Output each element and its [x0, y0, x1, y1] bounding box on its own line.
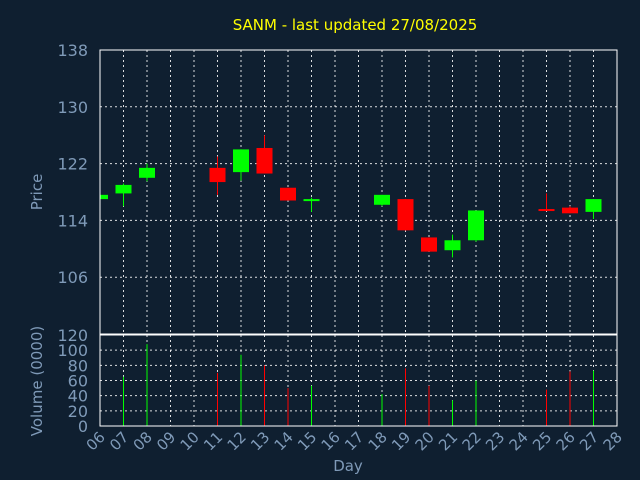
x-tick-label: 09	[153, 428, 179, 454]
x-tick-label: 17	[341, 428, 367, 454]
candle-body	[585, 199, 602, 212]
price-tick-label: 114	[57, 211, 88, 230]
volume-tick-label: 0	[78, 417, 88, 436]
price-tick-label: 138	[57, 41, 88, 60]
x-tick-label: 24	[506, 428, 532, 454]
candle-body	[233, 149, 249, 173]
volume-axis-label: Volume (0000)	[28, 326, 46, 436]
candle-body	[421, 237, 437, 252]
x-axis-label: Day	[333, 457, 363, 475]
x-axis: 0607080910111213141516171819202122232425…	[83, 428, 626, 454]
candle-body	[115, 184, 132, 194]
x-tick-label: 26	[553, 428, 579, 454]
price-tick-label: 130	[57, 98, 88, 117]
chart-title: SANM - last updated 27/08/2025	[233, 16, 478, 34]
x-tick-label: 10	[177, 428, 203, 454]
x-tick-label: 28	[600, 428, 626, 454]
x-tick-label: 19	[388, 428, 414, 454]
volume-tick-label: 80	[68, 356, 88, 375]
candle-body	[256, 147, 273, 174]
volume-tick-label: 100	[57, 341, 88, 360]
x-tick-label: 25	[529, 428, 555, 454]
candle-body	[280, 187, 296, 201]
price-frame	[99, 49, 618, 335]
x-tick-label: 21	[435, 428, 461, 454]
candle-body	[100, 194, 108, 200]
price-tick-label: 106	[57, 268, 88, 287]
candles	[100, 135, 602, 258]
x-tick-label: 22	[459, 428, 485, 454]
x-tick-label: 11	[200, 428, 226, 454]
candle-body	[538, 209, 555, 212]
x-tick-label: 15	[294, 428, 320, 454]
candle-body	[397, 199, 414, 231]
x-tick-label: 13	[247, 428, 273, 454]
volume-tick-label: 120	[57, 326, 88, 345]
candle-body	[374, 194, 390, 205]
x-tick-label: 07	[106, 428, 132, 454]
candle-body	[562, 207, 578, 214]
candle-body	[209, 167, 226, 183]
x-tick-label: 18	[365, 428, 391, 454]
candle-body	[303, 199, 320, 202]
volume-tick-label: 60	[68, 372, 88, 391]
volume-tick-label: 40	[68, 387, 88, 406]
x-tick-label: 23	[482, 428, 508, 454]
volume-frame	[99, 334, 618, 427]
x-tick-label: 16	[318, 428, 344, 454]
x-tick-label: 14	[271, 428, 297, 454]
candle-body	[139, 167, 155, 178]
volume-tick-label: 20	[68, 402, 88, 421]
price-tick-label: 122	[57, 155, 88, 174]
price-panel: 106 114 122 130 138	[57, 41, 618, 335]
candle-body	[468, 210, 484, 241]
x-tick-label: 08	[130, 428, 156, 454]
price-axis-label: Price	[28, 174, 46, 211]
x-tick-label: 27	[576, 428, 602, 454]
x-tick-label: 20	[412, 428, 438, 454]
x-tick-label: 12	[224, 428, 250, 454]
candle-body	[444, 240, 461, 251]
